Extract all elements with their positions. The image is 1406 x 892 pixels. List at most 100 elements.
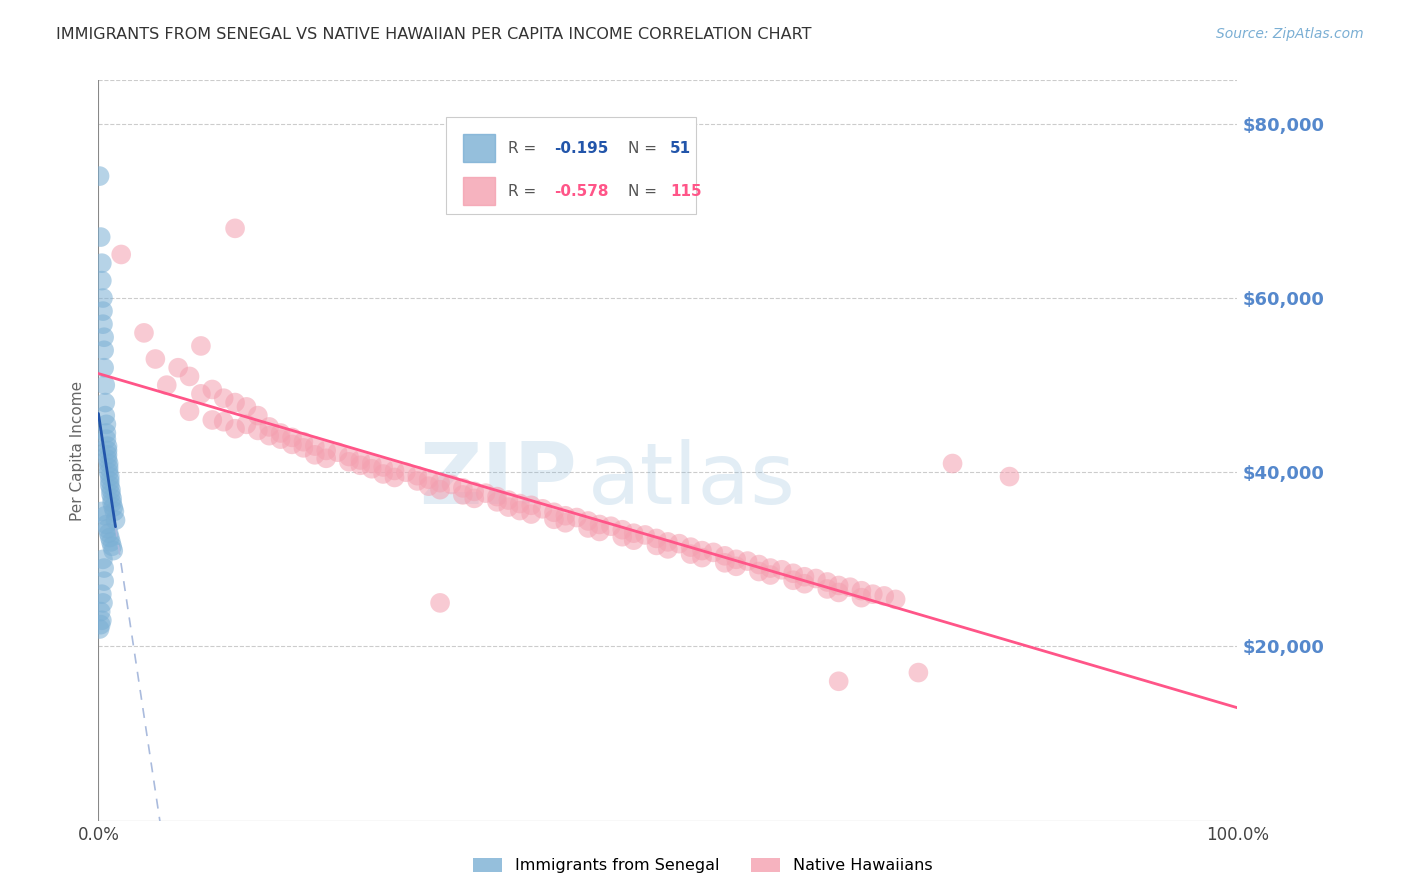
Point: [406, 474, 429, 488]
Point: [96, 517, 118, 532]
Point: [91, 596, 114, 610]
Point: [90, 587, 112, 601]
Point: [212, 391, 235, 405]
Point: [97, 526, 120, 541]
Point: [714, 549, 737, 563]
Point: [554, 508, 576, 523]
Point: [110, 247, 132, 261]
Text: 115: 115: [671, 184, 702, 199]
Point: [384, 463, 406, 477]
Point: [235, 417, 257, 432]
Point: [576, 521, 599, 535]
Point: [90, 256, 112, 270]
Point: [97, 461, 120, 475]
Point: [668, 536, 690, 550]
Point: [748, 565, 770, 579]
Point: [509, 497, 531, 511]
Point: [101, 496, 124, 510]
Point: [873, 589, 896, 603]
Point: [235, 400, 257, 414]
Text: -0.578: -0.578: [554, 184, 609, 199]
Point: [474, 486, 496, 500]
Point: [725, 552, 748, 566]
Point: [451, 481, 474, 495]
Point: [190, 339, 212, 353]
Point: [463, 491, 485, 506]
Text: -0.195: -0.195: [554, 141, 609, 156]
Point: [167, 360, 190, 375]
Point: [815, 574, 838, 589]
Point: [101, 539, 124, 553]
Point: [371, 460, 394, 475]
Point: [100, 487, 122, 501]
Point: [395, 465, 418, 479]
Point: [89, 169, 111, 183]
Point: [96, 417, 118, 432]
Point: [714, 556, 737, 570]
Point: [371, 467, 394, 481]
Point: [97, 465, 120, 479]
Point: [90, 617, 112, 632]
Point: [201, 383, 224, 397]
Point: [326, 445, 349, 459]
Point: [418, 479, 440, 493]
FancyBboxPatch shape: [463, 135, 495, 162]
Point: [201, 413, 224, 427]
Point: [93, 360, 115, 375]
Point: [520, 499, 543, 513]
Point: [90, 605, 112, 619]
Point: [828, 578, 851, 592]
Point: [588, 517, 610, 532]
Point: [839, 580, 862, 594]
Point: [270, 432, 292, 446]
Point: [94, 378, 117, 392]
Point: [90, 504, 112, 518]
Point: [224, 422, 246, 436]
Legend: Immigrants from Senegal, Native Hawaiians: Immigrants from Senegal, Native Hawaiian…: [467, 851, 939, 880]
Point: [292, 441, 315, 455]
Point: [103, 500, 125, 514]
Point: [103, 543, 125, 558]
Point: [281, 430, 304, 444]
Point: [759, 561, 782, 575]
Point: [851, 591, 873, 605]
Point: [384, 470, 406, 484]
Text: atlas: atlas: [588, 439, 796, 522]
Point: [588, 524, 610, 539]
Point: [884, 592, 907, 607]
Point: [623, 526, 645, 541]
Point: [93, 561, 115, 575]
Point: [100, 483, 122, 497]
Point: [463, 484, 485, 499]
Text: N =: N =: [628, 184, 662, 199]
Point: [451, 488, 474, 502]
Point: [690, 543, 713, 558]
Point: [98, 478, 121, 492]
Point: [100, 535, 122, 549]
Text: IMMIGRANTS FROM SENEGAL VS NATIVE HAWAIIAN PER CAPITA INCOME CORRELATION CHART: IMMIGRANTS FROM SENEGAL VS NATIVE HAWAII…: [56, 27, 811, 42]
Point: [486, 490, 509, 504]
Point: [224, 395, 246, 409]
Point: [91, 291, 114, 305]
Text: R =: R =: [509, 141, 541, 156]
Point: [145, 351, 167, 366]
Point: [315, 443, 337, 458]
Point: [657, 535, 679, 549]
Point: [179, 404, 201, 418]
Point: [498, 493, 520, 508]
Point: [429, 483, 451, 497]
Point: [94, 508, 117, 523]
Point: [360, 462, 382, 476]
Point: [793, 570, 815, 584]
Point: [702, 545, 724, 559]
Point: [486, 495, 509, 509]
Point: [793, 576, 815, 591]
Point: [645, 538, 668, 552]
Point: [360, 457, 382, 471]
Point: [97, 457, 120, 471]
Text: 51: 51: [671, 141, 692, 156]
Point: [337, 450, 360, 464]
Point: [600, 519, 623, 533]
Point: [679, 547, 702, 561]
Point: [907, 665, 929, 680]
